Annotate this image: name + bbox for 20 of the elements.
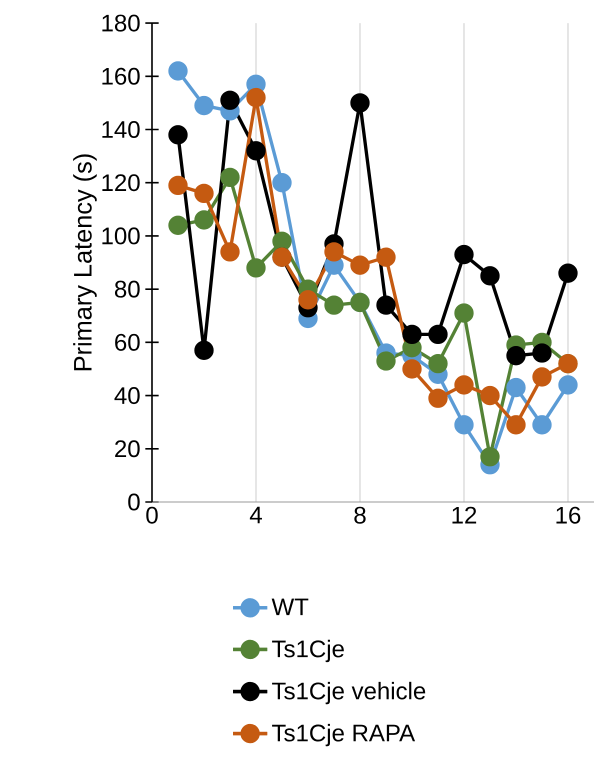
y-tick-label: 80: [114, 280, 140, 298]
y-tick-label: 40: [114, 387, 140, 404]
y-tick-label: 160: [102, 68, 140, 85]
x-tick-label: 12: [452, 506, 476, 524]
legend-label: Ts1Cje: [272, 640, 344, 662]
y-tick-label: 120: [102, 174, 140, 192]
legend-label: WT: [272, 598, 308, 616]
y-tick-label: 140: [102, 120, 140, 138]
y-tick-label: 0: [128, 493, 140, 510]
legend-label: Ts1Cje vehicle: [272, 682, 426, 704]
legend-label: Ts1Cje RAPA: [272, 724, 416, 746]
x-tick-label: 4: [250, 506, 262, 524]
y-tick-label: 180: [102, 14, 140, 32]
y-tick-label: 20: [115, 440, 140, 458]
y-tick-label: 60: [115, 334, 140, 351]
y-tick-label: 100: [102, 227, 140, 244]
x-tick-label: 8: [354, 506, 366, 524]
y-axis-title: Primary Latency (s): [73, 154, 97, 370]
x-tick-label: 0: [146, 506, 158, 524]
x-tick-label: 16: [556, 506, 580, 524]
